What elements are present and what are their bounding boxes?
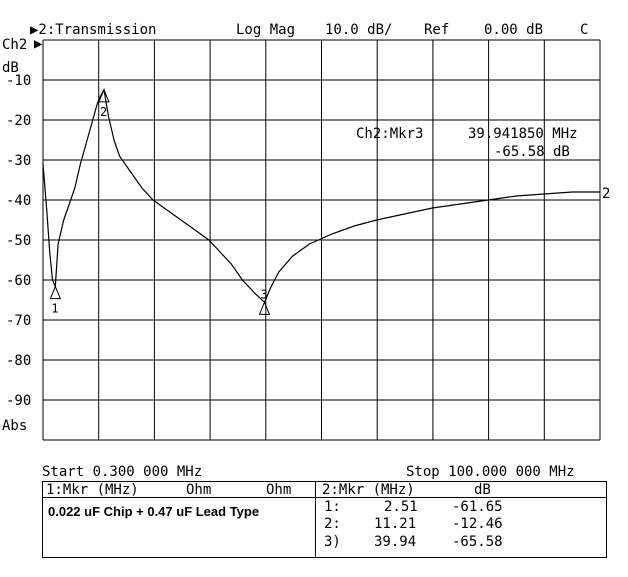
channel-label: Ch2 [2,37,28,53]
marker-group: 1 2 3 [49,88,271,316]
marker-row-id: 2: [324,516,341,532]
marker-readout-label: Ch2:Mkr3 [356,126,424,142]
y-tick-label: -20 [6,113,31,129]
abs-label: Abs [2,418,28,434]
left-col-ohm-header-2: Ohm [266,482,292,498]
marker-row-freq: 39.94 [374,534,417,550]
y-tick-label: -30 [6,153,31,169]
unit-label: dB [2,60,19,76]
marker-row-id: 1: [324,499,341,515]
right-col-mkr-header: 2:Mkr (MHz) [322,482,415,498]
y-tick-label: -70 [6,313,31,329]
marker-2-triangle [98,88,110,103]
marker-3-triangle [258,301,271,315]
marker-readout-freq: 39.941850 MHz [468,126,578,142]
ref-label: Ref [424,22,450,38]
y-tick-label: -10 [6,73,31,89]
y-tick-label: -90 [6,393,31,409]
marker-2-label: 2 [100,105,107,119]
table-divider [315,481,316,557]
marker-readout-value: -65.58 dB [494,144,570,160]
ref-value: 0.00 dB [484,22,544,38]
left-col-ohm-header-1: Ohm [186,482,212,498]
right-col-db-header: dB [474,482,491,498]
scale-label: 10.0 dB/ [325,22,393,38]
trace-end-label: 2 [602,186,611,202]
coupling-flag: C [580,22,589,38]
ref-position-arrow: ▶ [34,36,43,52]
transmission-plot: -10 -20 -30 -40 -50 -60 -70 -80 -90 1 2 3 [6,39,601,441]
left-col-mkr-header: 1:Mkr (MHz) [46,482,139,498]
stop-frequency: Stop 100.000 000 MHz [406,464,575,480]
marker-row-db: -61.65 [452,499,503,515]
marker-1-triangle [49,285,62,300]
measurement-title: 0.022 uF Chip + 0.47 uF Lead Type [48,504,260,519]
y-tick-label: -60 [6,273,31,289]
marker-row-freq: 11.21 [374,516,417,532]
marker-row-db: -65.58 [452,534,503,550]
marker-1-label: 1 [51,302,58,316]
channel-indicator: ▶2:Transmission [30,22,157,38]
plot-grid [42,39,601,441]
marker-row-freq: 2.51 [384,499,418,515]
y-tick-labels: -10 -20 -30 -40 -50 -60 -70 -80 -90 [6,73,31,409]
marker-row-db: -12.46 [452,516,503,532]
marker-table [42,481,607,558]
marker-3-label: 3 [260,287,267,301]
y-tick-label: -50 [6,233,31,249]
y-tick-label: -80 [6,353,31,369]
start-frequency: Start 0.300 000 MHz [42,464,203,480]
format-label: Log Mag [236,22,296,38]
trace-line [42,88,600,304]
y-tick-label: -40 [6,193,31,209]
table-header-rule [42,497,606,498]
marker-row-id: 3) [324,534,341,550]
